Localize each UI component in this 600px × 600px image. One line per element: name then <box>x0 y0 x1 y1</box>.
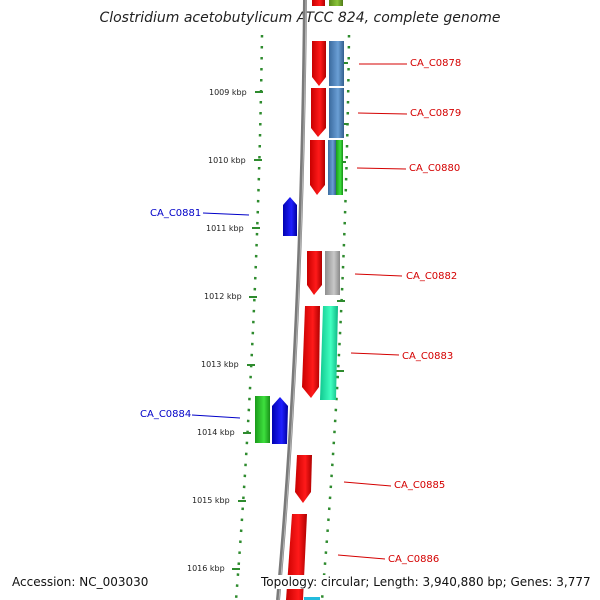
gene-label: CA_C0886 <box>388 554 439 565</box>
gene-label: CA_C0882 <box>406 271 457 282</box>
kbp-labels: 1009 kbp 1010 kbp 1011 kbp 1012 kbp 1013… <box>187 88 247 573</box>
gene-ca-c0879[interactable]: CA_C0879 <box>311 88 461 138</box>
gene-ca-c0885[interactable]: CA_C0885 <box>295 455 445 503</box>
genome-backbone <box>276 0 307 600</box>
gene-label: CA_C0878 <box>410 58 461 69</box>
kbp-label: 1012 kbp <box>204 292 242 301</box>
kbp-label: 1009 kbp <box>209 88 247 97</box>
topology-text: Topology: circular; Length: 3,940,880 bp… <box>258 575 594 589</box>
gene-label: CA_C0880 <box>409 163 460 174</box>
left-dotted-ring <box>234 34 264 600</box>
gene-label: CA_C0885 <box>394 480 445 491</box>
accession-text: Accession: NC_003030 <box>9 575 152 589</box>
right-dotted-ring <box>320 34 351 600</box>
gene-label: CA_C0883 <box>402 351 453 362</box>
gene-ca-c0878[interactable]: CA_C0878 <box>312 41 461 86</box>
gene-ca-c0884[interactable]: CA_C0884 <box>140 396 288 444</box>
gene-ca-c0880[interactable]: CA_C0880 <box>310 140 460 195</box>
map-title: Clostridium acetobutylicum ATCC 824, com… <box>99 10 501 26</box>
kbp-label: 1016 kbp <box>187 564 225 573</box>
kbp-label: 1013 kbp <box>201 360 239 369</box>
gene-ca-c0881[interactable]: CA_C0881 <box>150 197 297 236</box>
kbp-label: 1015 kbp <box>192 496 230 505</box>
gene-ca-c0882[interactable]: CA_C0882 <box>307 251 457 295</box>
gene-ca-c0883[interactable]: CA_C0883 <box>302 306 453 400</box>
gene-label: CA_C0879 <box>410 108 461 119</box>
kbp-label: 1010 kbp <box>208 156 246 165</box>
gene-label: CA_C0881 <box>150 208 201 219</box>
kbp-label: 1011 kbp <box>206 224 244 233</box>
gene-label: CA_C0884 <box>140 409 191 420</box>
gene-partial-bottom[interactable] <box>304 597 320 600</box>
kbp-label: 1014 kbp <box>197 428 235 437</box>
gene-partial-top[interactable] <box>312 0 343 6</box>
